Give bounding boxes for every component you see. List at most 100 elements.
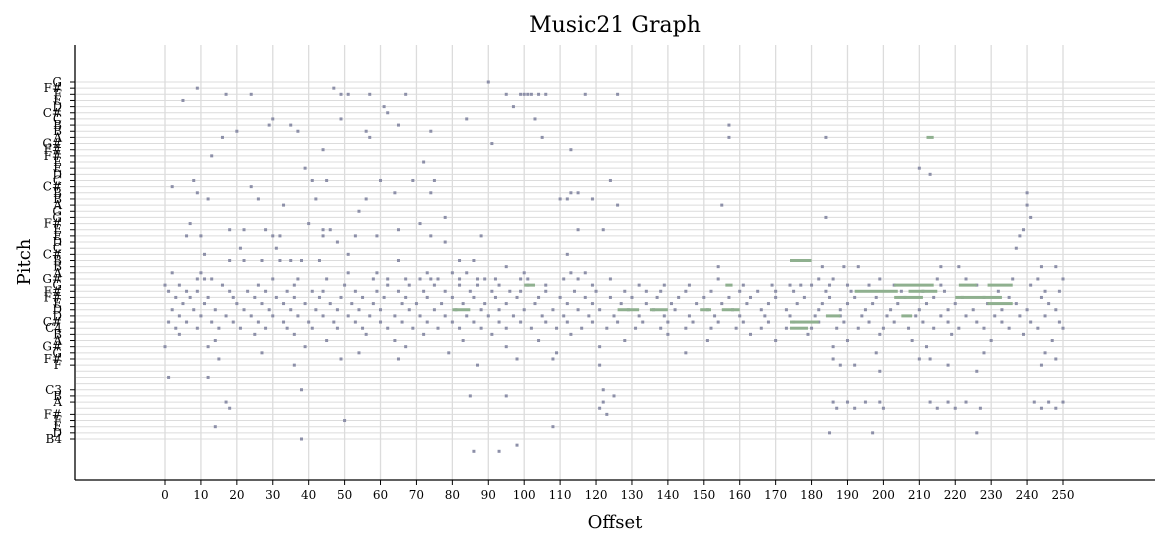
x-tick-label: 160 <box>728 488 751 502</box>
note-mark <box>713 314 717 318</box>
note-mark <box>993 314 997 318</box>
note-mark <box>939 283 943 287</box>
note-mark <box>404 345 408 349</box>
note-mark <box>856 326 860 330</box>
note-mark <box>238 326 242 330</box>
y-tick-label: C <box>53 241 62 255</box>
note-mark <box>206 295 210 299</box>
note-mark <box>432 308 436 312</box>
note-mark <box>1032 400 1036 404</box>
note-mark <box>228 228 232 232</box>
note-mark <box>727 295 731 299</box>
note-mark <box>483 277 487 281</box>
note-mark <box>774 289 778 293</box>
note-mark <box>393 339 397 343</box>
note-mark <box>565 252 569 256</box>
note-mark <box>863 400 867 404</box>
note-mark <box>551 357 555 361</box>
note-mark <box>605 412 609 416</box>
note-mark <box>1039 265 1043 269</box>
note-mark <box>310 289 314 293</box>
note-mark <box>447 351 451 355</box>
note-mark <box>461 339 465 343</box>
note-mark <box>871 302 875 306</box>
note-mark <box>339 117 343 121</box>
note-mark <box>558 295 562 299</box>
note-mark <box>361 326 365 330</box>
note-mark <box>1054 406 1058 410</box>
note-mark <box>766 302 770 306</box>
note-mark <box>946 363 950 367</box>
note-mark <box>436 277 440 281</box>
note-mark <box>497 283 501 287</box>
note-mark <box>386 111 390 115</box>
note-mark <box>299 259 303 262</box>
note-mark <box>217 326 221 330</box>
note-mark <box>878 400 882 404</box>
note-mark <box>458 326 462 330</box>
note-mark <box>414 302 418 306</box>
note-mark <box>1025 203 1029 207</box>
note-mark <box>167 320 171 324</box>
note-segment <box>987 283 1013 287</box>
note-mark <box>853 363 857 367</box>
note-mark <box>598 363 602 367</box>
note-mark <box>845 400 849 404</box>
note-mark <box>450 320 454 324</box>
note-mark <box>210 320 214 324</box>
note-mark <box>939 265 943 269</box>
y-tick-label: F# <box>44 143 62 157</box>
note-mark <box>871 431 875 435</box>
note-mark <box>418 277 422 281</box>
note-mark <box>217 357 221 361</box>
y-tick-label: G <box>52 278 62 292</box>
note-mark <box>185 289 189 293</box>
y-tick-label: C4 <box>45 321 62 335</box>
note-mark <box>914 314 918 318</box>
note-mark <box>925 345 929 349</box>
x-tick-label: 90 <box>481 488 496 502</box>
note-mark <box>170 308 174 312</box>
note-mark <box>188 295 192 299</box>
note-mark <box>828 283 832 287</box>
note-mark <box>396 357 400 361</box>
note-mark <box>1011 277 1015 281</box>
note-mark <box>702 295 706 299</box>
note-mark <box>917 166 921 170</box>
note-mark <box>407 308 411 312</box>
note-mark <box>831 345 835 349</box>
note-mark <box>515 357 519 361</box>
note-mark <box>357 209 361 213</box>
y-tick-label: B <box>53 124 62 138</box>
note-mark <box>734 326 738 330</box>
y-tick-label: E <box>53 155 62 169</box>
note-mark <box>770 283 774 287</box>
note-mark <box>738 289 742 293</box>
note-mark <box>235 302 239 306</box>
note-mark <box>738 314 742 318</box>
note-mark <box>813 314 817 318</box>
note-mark <box>192 178 196 182</box>
note-mark <box>889 308 893 312</box>
note-mark <box>845 339 849 343</box>
note-mark <box>260 259 264 262</box>
note-segment <box>955 295 1002 299</box>
note-mark <box>256 283 260 287</box>
note-mark <box>1050 339 1054 343</box>
note-mark <box>458 259 462 262</box>
note-mark <box>666 320 670 324</box>
grid-layer <box>76 45 1155 480</box>
note-mark <box>224 314 228 318</box>
note-mark <box>271 277 275 281</box>
note-mark <box>634 326 638 330</box>
note-mark <box>458 283 462 287</box>
note-mark <box>206 375 210 379</box>
note-mark <box>497 449 501 453</box>
note-mark <box>253 295 257 299</box>
note-mark <box>763 314 767 318</box>
note-mark <box>271 117 275 121</box>
note-mark <box>504 345 508 349</box>
note-mark <box>601 400 605 404</box>
note-mark <box>741 283 745 287</box>
note-mark <box>224 400 228 404</box>
